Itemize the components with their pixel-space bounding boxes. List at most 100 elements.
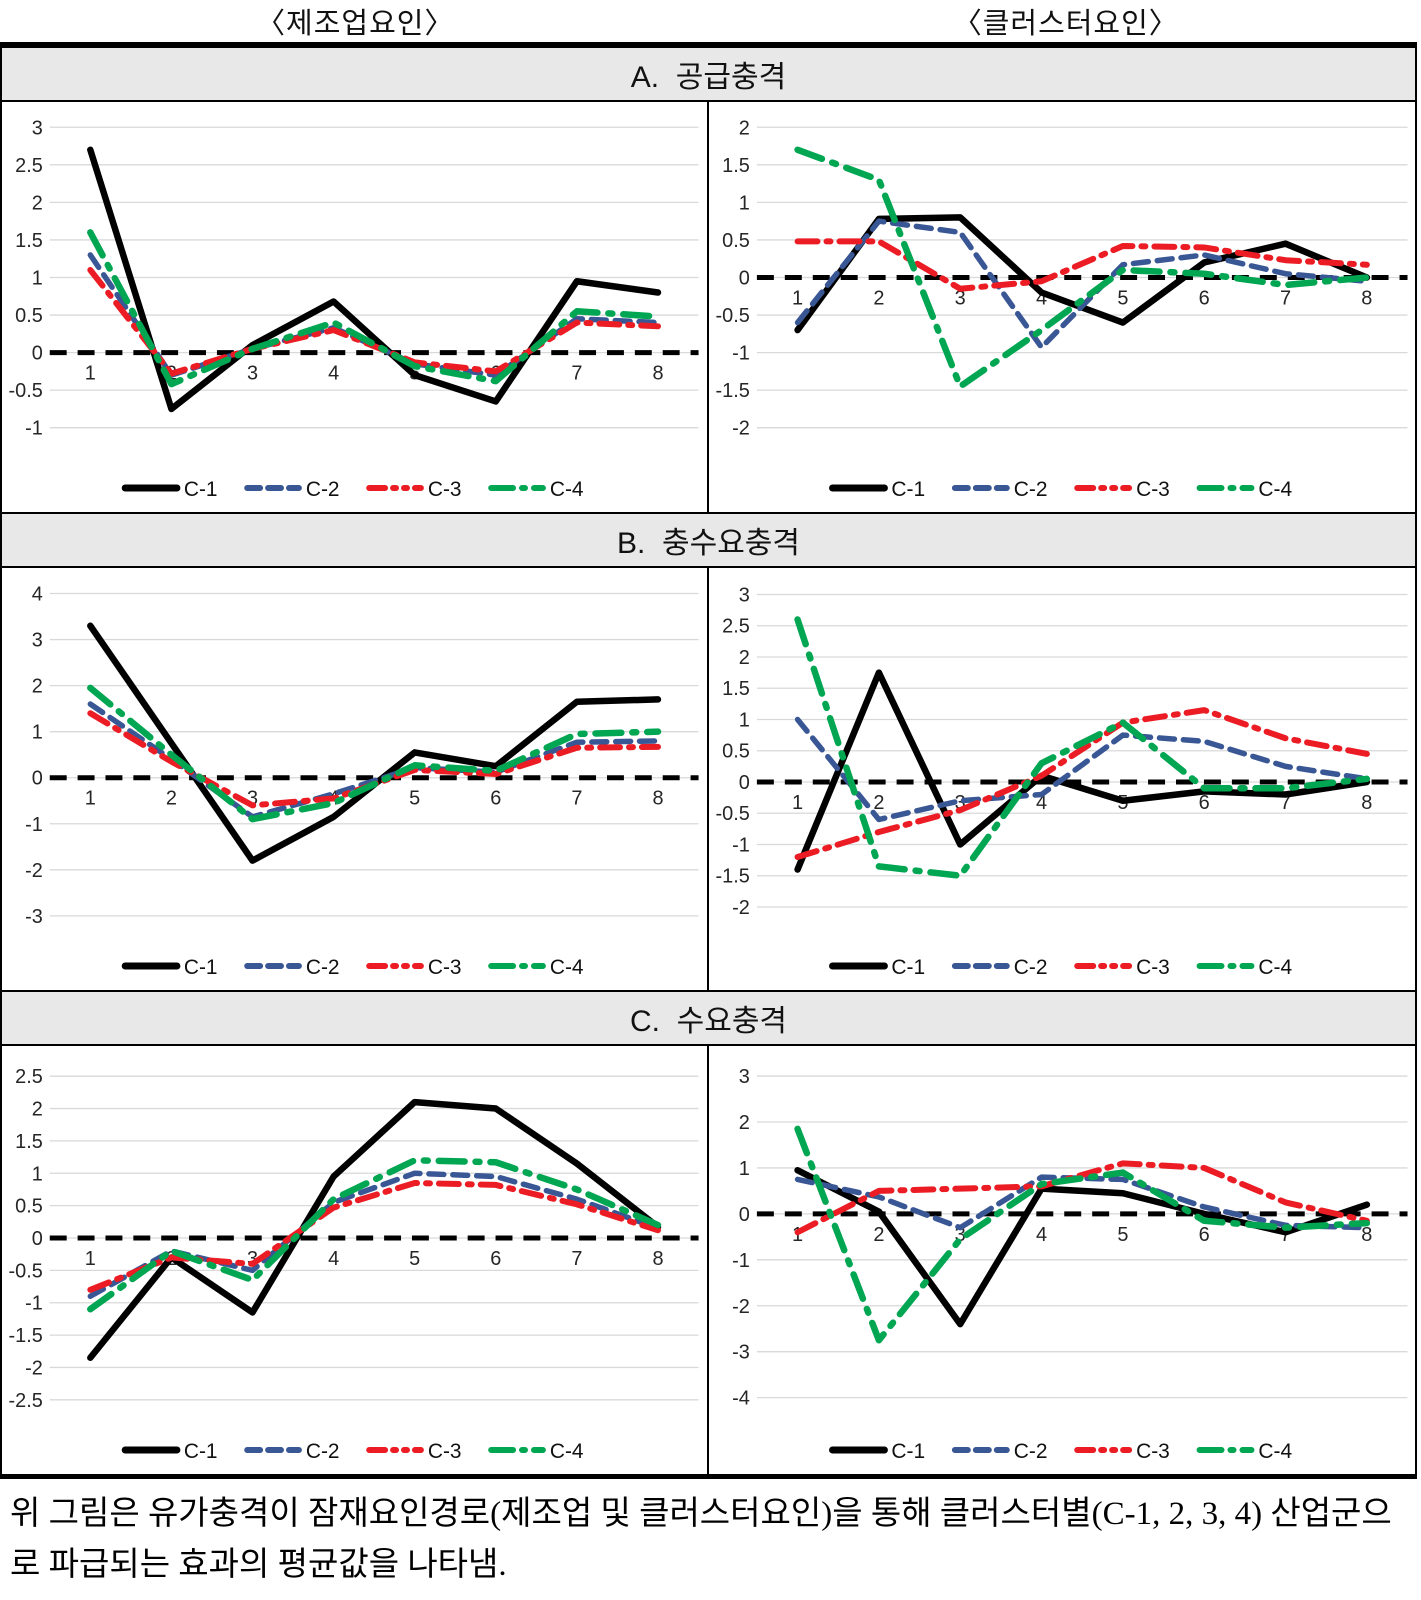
y-tick-label: 3	[738, 584, 749, 606]
legend-item-c-4: C-4	[1196, 956, 1292, 979]
y-tick-label: 2	[32, 1099, 43, 1121]
y-tick-label: -2.5	[9, 1390, 43, 1412]
y-tick-label: 1	[32, 267, 43, 289]
x-tick-label: 7	[1279, 287, 1290, 309]
x-tick-label: 7	[571, 788, 582, 810]
column-title-manufacturing: 〈제조업요인〉	[256, 8, 455, 40]
legend-label-c-3: C-3	[1136, 956, 1170, 979]
x-tick-label: 4	[1035, 792, 1046, 814]
y-tick-label: -2	[25, 860, 43, 882]
y-tick-label: 1	[738, 709, 749, 731]
y-tick-label: -4	[732, 1388, 750, 1410]
section-header-demand-shock: C. 수요충격	[2, 990, 1415, 1046]
legend-item-c-3: C-3	[1073, 478, 1170, 501]
y-tick-label: 2	[738, 1112, 749, 1134]
x-tick-label: 7	[571, 363, 582, 385]
legend-label-c-2: C-2	[306, 956, 340, 979]
legend-label-c-2: C-2	[1013, 1440, 1047, 1463]
legend-item-c-1: C-1	[828, 478, 925, 501]
legend-label-c-2: C-2	[1013, 478, 1047, 501]
y-tick-label: -0.5	[715, 305, 749, 327]
series-line-c-4	[793, 146, 1370, 390]
x-tick-label: 7	[1279, 792, 1290, 814]
y-tick-label: -0.5	[9, 380, 43, 402]
x-tick-label: 3	[954, 792, 965, 814]
series-line-c-2	[87, 1170, 661, 1300]
legend-item-c-1: C-1	[121, 478, 218, 501]
series-line-c-3	[87, 266, 661, 377]
x-tick-label: 2	[873, 792, 884, 814]
y-tick-label: 0	[738, 1204, 749, 1226]
x-tick-label: 8	[652, 363, 663, 385]
x-tick-label: 6	[490, 1248, 501, 1270]
line-chart-svg: 32.521.510.50-0.5-1-1.5-21 2 3 4 5 6 7 8C-1 C-2 C…	[715, 584, 1408, 979]
y-tick-label: 1.5	[15, 1131, 43, 1153]
series-line-c-3	[794, 1160, 1370, 1236]
legend-item-c-1: C-1	[828, 1440, 925, 1463]
x-tick-label: 4	[328, 363, 339, 385]
chart-cluster-demand-shock: 3 2 1 0 -1 -2 -3 -4 1 2 3 4 5 6 7 8 C-1 C-2 C-3 C-4	[709, 1046, 1416, 1474]
x-tick-label: 1	[792, 792, 803, 814]
y-tick-label: 0	[32, 1228, 43, 1250]
x-tick-label: 1	[85, 788, 96, 810]
x-tick-label: 5	[1117, 1224, 1128, 1246]
figure-caption: 위 그림은 유가충격이 잠재요인경로(제조업 및 클러스터요인)을 통해 클러스…	[10, 1496, 1392, 1584]
legend-item-c-2: C-2	[244, 478, 340, 501]
x-tick-label: 8	[1361, 792, 1372, 814]
legend: C-1 C-2 C-3 C-4	[828, 956, 1292, 979]
y-tick-label: 2.5	[15, 1066, 43, 1088]
legend-label-c-1: C-1	[891, 478, 925, 501]
x-tick-label: 2	[873, 1224, 884, 1246]
legend: C-1 C-2 C-3 C-4	[828, 478, 1292, 501]
gridlines	[49, 126, 699, 429]
y-tick-label: 2	[32, 192, 43, 214]
panel-row-supply-shock: 3 2.5 2 1.5 1 0.5 0 -0.5 -1 1 2 3 4 5 6 7 8 C-1 C-2 C-3 C-4 …	[2, 102, 1415, 512]
legend-label-c-3: C-3	[1136, 1440, 1170, 1463]
legend-item-c-4: C-4	[488, 1440, 584, 1463]
legend-item-c-2: C-2	[951, 956, 1047, 979]
x-tick-label: 5	[409, 788, 420, 810]
legend-label-c-4: C-4	[1258, 956, 1292, 979]
x-tick-label: 5	[1117, 287, 1128, 309]
legend-item-c-3: C-3	[1073, 1440, 1170, 1463]
y-tick-label: -3	[25, 906, 43, 928]
x-tick-label: 5	[409, 1248, 420, 1270]
x-tick-label: 3	[247, 788, 258, 810]
y-tick-label: 2	[738, 647, 749, 669]
legend-label-c-3: C-3	[428, 1440, 462, 1463]
legend-item-c-2: C-2	[951, 478, 1047, 501]
x-tick-label: 8	[1361, 287, 1372, 309]
y-axis-tick-labels: 3 2.5 2 1.5 1 0.5 0 -0.5 -1 -1.5 -2	[715, 584, 749, 919]
legend-label-c-3: C-3	[428, 478, 462, 501]
x-tick-label: 7	[571, 1248, 582, 1270]
series-line-c-2	[794, 716, 1370, 823]
y-tick-label: 1.5	[722, 678, 750, 700]
y-tick-label: 2	[32, 676, 43, 698]
series-line-c-2	[794, 218, 1370, 351]
y-tick-label: -1	[732, 1250, 750, 1272]
y-tick-label: -2	[732, 897, 750, 919]
legend-label-c-3: C-3	[1136, 478, 1170, 501]
y-tick-label: 1	[738, 1158, 749, 1180]
legend-item-c-2: C-2	[244, 956, 340, 979]
y-tick-label: -2	[25, 1357, 43, 1379]
y-axis-tick-labels: 2.5 2 1.5 1 0.5 0 -0.5 -1 -1.5 -2 -2.5	[9, 1066, 43, 1412]
panel-row-demand-shock: 2.5 2 1.5 1 0.5 0 -0.5 -1 -1.5 -2 -2.5 1 2 3 4 5 6 7 8 C-1 C…	[2, 1046, 1415, 1474]
legend-label-c-1: C-1	[184, 956, 218, 979]
legend-label-c-1: C-1	[184, 1440, 218, 1463]
legend-item-c-3: C-3	[366, 478, 462, 501]
y-tick-label: 4	[32, 583, 43, 605]
y-tick-label: -1	[732, 834, 750, 856]
gridlines	[49, 592, 699, 917]
series-line-c-4	[793, 1125, 1370, 1344]
line-chart-svg: 2.521.510.50-0.5-1-1.5-2-2.51 2 3 4 5 6 7 8C-1 C…	[9, 1066, 699, 1463]
series-line-c-3	[794, 238, 1370, 292]
y-tick-label: -1	[25, 1293, 43, 1315]
legend: C-1 C-2 C-3 C-4	[121, 1440, 584, 1463]
y-tick-label: 1	[32, 722, 43, 744]
y-axis-tick-labels: 3 2.5 2 1.5 1 0.5 0 -0.5 -1	[9, 117, 43, 439]
y-tick-label: -1.5	[9, 1325, 43, 1347]
column-titles: 〈제조업요인〉 〈클러스터요인〉	[0, 0, 1421, 42]
